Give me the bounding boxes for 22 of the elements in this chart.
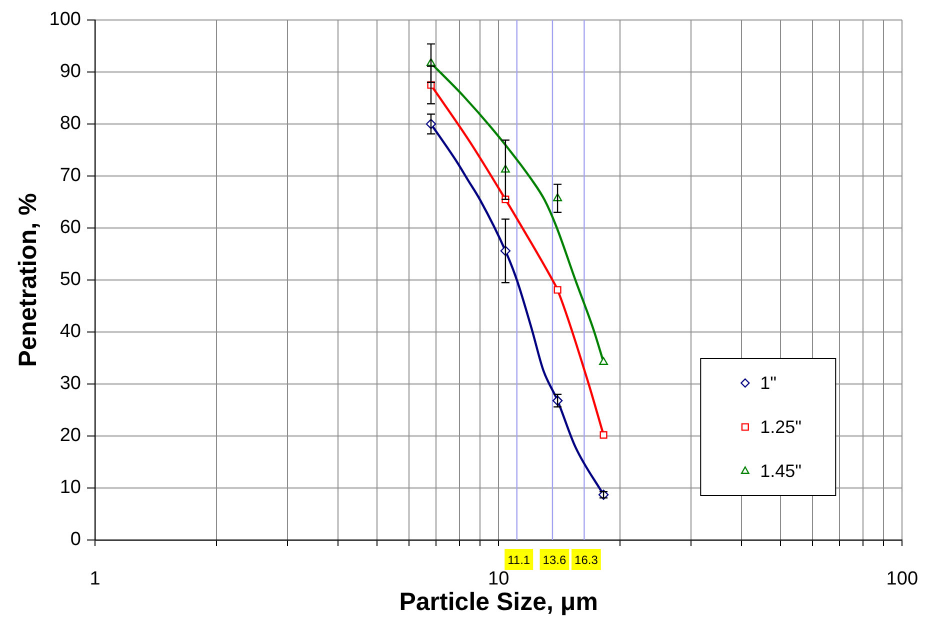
x-tick-label: 1 <box>90 568 100 590</box>
y-tick-label: 20 <box>60 425 81 446</box>
y-tick-label: 30 <box>60 373 81 394</box>
y-tick-label: 10 <box>60 477 81 498</box>
y-tick-label: 50 <box>60 269 81 290</box>
x-tick-label: 10 <box>488 568 510 590</box>
y-tick-label: 60 <box>60 217 81 238</box>
x-tick-label: 100 <box>886 568 918 590</box>
y-tick-label: 100 <box>49 9 81 30</box>
x-axis-title: Particle Size, μm <box>399 588 598 616</box>
y-tick-label: 40 <box>60 321 81 342</box>
y-tick-label: 80 <box>60 113 81 134</box>
ref-line-label: 13.6 <box>542 552 566 567</box>
legend-label: 1.25" <box>760 416 802 437</box>
legend-label: 1" <box>760 372 777 393</box>
legend-label: 1.45" <box>760 460 802 481</box>
y-tick-label: 0 <box>70 529 81 550</box>
y-tick-label: 70 <box>60 165 81 186</box>
ref-line-label: 11.1 <box>508 552 530 567</box>
ref-line-label: 16.3 <box>574 552 598 567</box>
y-axis-title: Penetration, % <box>14 193 42 367</box>
y-tick-label: 90 <box>60 61 81 82</box>
